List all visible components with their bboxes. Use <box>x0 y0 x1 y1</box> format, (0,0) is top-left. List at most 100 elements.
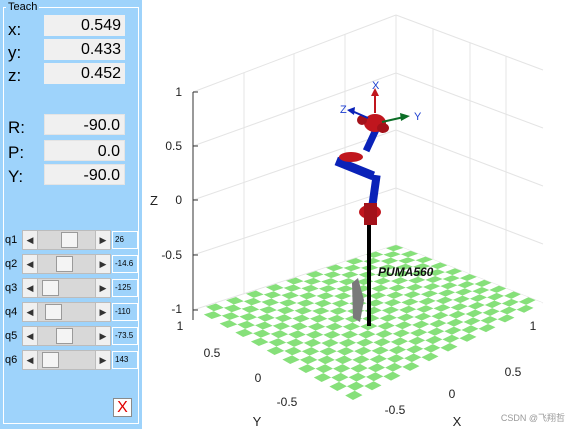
floor-tile <box>413 263 431 270</box>
floor-tile <box>501 298 519 307</box>
floor-tile <box>303 277 322 285</box>
floor-tile <box>281 291 299 300</box>
floor-tile <box>440 343 458 352</box>
floor-tile <box>282 355 300 364</box>
slider-left-arrow-icon[interactable]: ◀ <box>23 327 38 345</box>
floor-tile <box>383 298 402 307</box>
floor-tile <box>433 304 451 312</box>
floor-tile <box>394 321 412 330</box>
frame-y-label: Y <box>414 111 422 123</box>
floor-tile <box>386 354 405 363</box>
floor-tile <box>360 322 378 331</box>
x-tick-label: 1 <box>530 319 537 333</box>
floor-tile <box>333 364 351 373</box>
floor-tile <box>489 285 507 293</box>
slider-thumb[interactable] <box>42 280 59 296</box>
floor-tile <box>279 299 297 307</box>
floor-tile <box>478 324 496 333</box>
slider-right-arrow-icon[interactable]: ▶ <box>95 327 110 345</box>
joint-slider-q1[interactable]: ◀ ▶ <box>22 230 111 250</box>
joint-slider-q5[interactable]: ◀ ▶ <box>22 326 111 346</box>
slider-right-arrow-icon[interactable]: ▶ <box>95 303 110 321</box>
floor-tile <box>321 338 339 348</box>
robot-link-forearm <box>334 156 376 181</box>
z-tick-label: -1 <box>171 302 182 316</box>
slider-right-arrow-icon[interactable]: ▶ <box>95 255 110 273</box>
floor-tile <box>323 271 342 279</box>
floor-tile <box>383 371 401 381</box>
slider-right-arrow-icon[interactable]: ▶ <box>95 351 110 369</box>
floor-tile <box>309 314 328 323</box>
floor-tile <box>410 269 428 277</box>
floor-tile <box>307 322 326 331</box>
slider-left-arrow-icon[interactable]: ◀ <box>23 231 38 249</box>
joint-label-q2: q2 <box>5 258 18 270</box>
floor-tile <box>474 279 492 287</box>
slider-thumb[interactable] <box>56 328 73 344</box>
floor-tile <box>314 299 332 308</box>
floor-tile <box>348 372 366 382</box>
floor-tile <box>377 321 395 330</box>
slider-thumb[interactable] <box>56 256 73 272</box>
floor-tile <box>276 306 295 315</box>
frame-y-axis <box>381 116 405 123</box>
roll-label: R: <box>8 118 25 137</box>
slider-thumb[interactable] <box>61 232 78 248</box>
floor-tile <box>257 313 275 322</box>
y-axis-title: Y <box>253 414 262 429</box>
joint-value-q3: -125 <box>112 279 138 297</box>
floor-tile <box>450 303 468 311</box>
z-tick-label: -0.5 <box>161 248 182 262</box>
joint-value-q1: 26 <box>112 231 138 249</box>
floor-tile <box>373 277 391 285</box>
floor-tile <box>350 363 368 373</box>
floor-tile <box>442 334 460 343</box>
floor-tile <box>487 292 504 301</box>
slider-thumb[interactable] <box>45 304 62 320</box>
floor-tile <box>444 326 462 335</box>
floor-tile <box>259 306 277 314</box>
floor-tile <box>317 355 335 365</box>
yaw-label: Y: <box>8 167 24 186</box>
robot-name-label: PUMA560 <box>378 265 434 279</box>
slider-right-arrow-icon[interactable]: ▶ <box>95 279 110 297</box>
joint-slider-q2[interactable]: ◀ ▶ <box>22 254 111 274</box>
floor-tile <box>423 283 441 291</box>
joint-slider-q4[interactable]: ◀ ▶ <box>22 302 111 322</box>
z-axis-title: Z <box>150 193 158 208</box>
floor-tile <box>274 314 293 323</box>
slider-thumb[interactable] <box>42 352 59 368</box>
floor-tile <box>338 278 357 286</box>
floor-tile <box>467 301 485 310</box>
floor-tile <box>326 264 344 272</box>
floor-tile <box>341 271 359 279</box>
floor-tile <box>366 372 384 382</box>
joint-slider-q3[interactable]: ◀ ▶ <box>22 278 111 298</box>
slider-right-arrow-icon[interactable]: ▶ <box>95 231 110 249</box>
floor-tile <box>438 289 456 297</box>
x-tick-label: 0.5 <box>505 365 522 379</box>
slider-left-arrow-icon[interactable]: ◀ <box>23 279 38 297</box>
floor-tile <box>383 251 401 258</box>
floor-tile <box>429 319 447 328</box>
joint-value-q6: 143 <box>112 351 138 369</box>
robot-joint-wrist-side <box>377 123 389 133</box>
floor-tile <box>243 297 262 306</box>
floor-tile <box>427 327 445 336</box>
floor-tile <box>346 381 365 391</box>
slider-left-arrow-icon[interactable]: ◀ <box>23 351 38 369</box>
slider-left-arrow-icon[interactable]: ◀ <box>23 255 38 273</box>
floor-tile <box>472 287 490 295</box>
pitch-label: P: <box>8 143 25 162</box>
floor-tile <box>321 278 339 286</box>
floor-tile <box>206 303 224 312</box>
teach-panel: Teach x: 0.549 y: 0.433 z: 0.452 R: -90.… <box>0 0 142 429</box>
floor-tile <box>325 322 343 331</box>
floor-tile <box>412 320 430 329</box>
y-tick-label: 0.5 <box>204 346 221 360</box>
quit-button[interactable]: X <box>113 398 132 417</box>
floor-tile <box>235 328 253 337</box>
joint-slider-q6[interactable]: ◀ ▶ <box>22 350 111 370</box>
slider-left-arrow-icon[interactable]: ◀ <box>23 303 38 321</box>
floor-tile <box>312 307 330 315</box>
